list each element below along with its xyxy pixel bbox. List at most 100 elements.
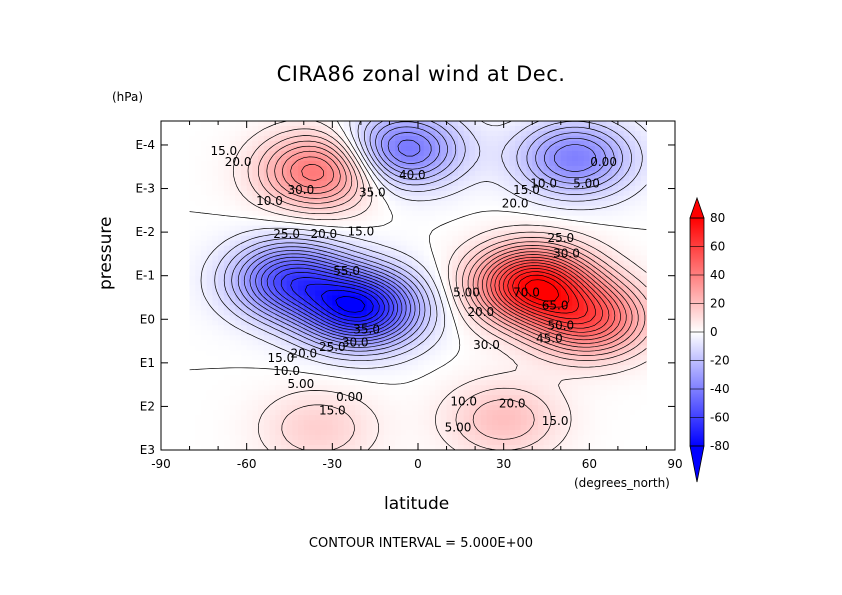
field-cell [583,180,590,187]
field-cell [509,305,516,312]
field-cell [492,275,499,282]
field-cell [395,365,402,371]
field-cell [338,150,345,157]
field-cell [509,355,516,361]
field-cell [475,125,482,132]
field-cell [429,375,436,381]
field-cell [600,310,608,316]
field-cell [275,200,282,207]
field-cell [469,195,476,202]
field-cell [469,350,476,356]
field-cell [537,240,545,247]
field-cell [303,400,311,406]
field-cell [315,330,322,336]
field-cell [469,175,476,182]
field-cell [372,155,379,162]
field-cell [457,330,465,336]
field-cell [423,305,431,312]
field-cell [395,350,402,356]
field-cell [360,375,368,381]
field-cell [303,420,311,426]
field-cell [423,420,431,426]
field-cell [343,420,351,426]
field-cell [617,310,625,316]
field-cell [435,315,442,321]
field-cell [326,275,333,282]
field-cell [292,355,299,361]
field-cell [320,425,328,431]
field-cell [389,235,396,242]
field-cell [583,375,590,381]
field-cell [292,345,299,351]
field-cell [457,230,465,237]
field-cell [360,200,368,207]
field-cell [497,305,505,312]
field-cell [440,390,448,396]
field-cell [480,135,488,142]
field-cell [218,405,225,411]
field-cell [435,410,442,416]
field-cell [600,245,608,252]
field-cell [572,255,579,262]
field-cell [372,410,379,416]
field-cell [469,355,476,361]
field-cell [509,215,516,222]
field-cell [200,245,208,252]
field-cell [509,370,516,376]
field-cell [572,165,579,172]
field-cell [566,305,573,312]
field-cell [440,240,448,247]
field-cell [635,125,642,132]
field-cell [492,130,499,137]
field-cell [446,145,453,152]
field-cell [292,140,299,147]
field-cell [577,310,585,316]
field-cell [189,200,196,207]
field-cell [589,380,596,386]
field-cell [623,290,630,297]
field-cell [258,165,265,172]
field-cell [640,260,648,267]
field-cell [320,280,328,287]
field-cell [629,125,636,132]
field-cell [555,270,562,277]
field-cell [200,250,208,257]
field-cell [480,145,488,152]
field-cell [315,420,322,426]
field-cell [338,425,345,431]
field-cell [372,345,379,351]
field-cell [595,405,602,411]
field-cell [383,405,391,411]
field-cell [560,195,568,202]
field-cell [475,130,482,137]
field-cell [258,130,265,137]
field-cell [469,285,476,292]
field-cell [560,230,568,237]
field-cell [309,285,316,292]
field-cell [326,180,333,187]
field-cell [372,235,379,242]
field-cell [332,330,339,336]
field-cell [349,395,356,401]
field-cell [303,245,311,252]
field-cell [252,235,259,242]
field-cell [526,190,533,197]
field-cell [623,165,630,172]
field-cell [526,265,533,272]
field-cell [355,420,362,426]
field-cell [338,265,345,272]
field-cell [355,255,362,262]
field-cell [555,425,562,431]
field-cell [366,125,373,132]
field-cell [509,245,516,252]
field-cell [497,195,505,202]
field-cell [549,135,556,142]
field-cell [315,310,322,316]
field-cell [195,280,202,287]
field-cell [503,215,510,222]
field-cell [195,210,202,217]
field-cell [537,160,545,167]
field-cell [446,185,453,192]
field-cell [452,390,459,396]
field-cell [383,245,391,252]
